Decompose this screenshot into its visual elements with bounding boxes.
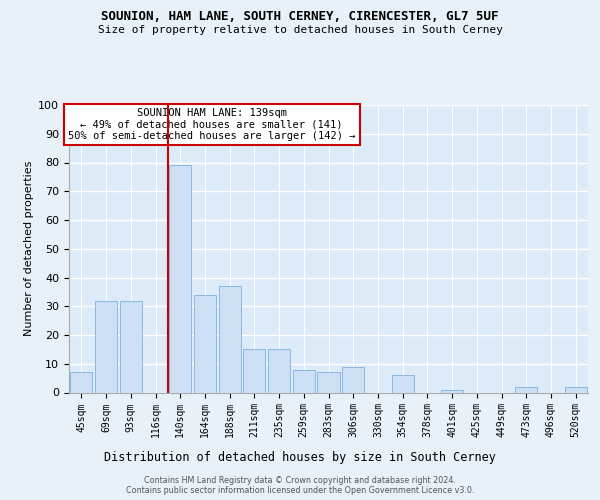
Text: Contains public sector information licensed under the Open Government Licence v3: Contains public sector information licen… bbox=[126, 486, 474, 495]
Bar bbox=[317, 372, 340, 392]
Bar bbox=[515, 387, 538, 392]
Bar bbox=[441, 390, 463, 392]
Bar bbox=[565, 387, 587, 392]
Text: SOUNION, HAM LANE, SOUTH CERNEY, CIRENCESTER, GL7 5UF: SOUNION, HAM LANE, SOUTH CERNEY, CIRENCE… bbox=[101, 10, 499, 23]
Text: Size of property relative to detached houses in South Cerney: Size of property relative to detached ho… bbox=[97, 25, 503, 35]
Bar bbox=[194, 294, 216, 392]
Bar bbox=[293, 370, 315, 392]
Y-axis label: Number of detached properties: Number of detached properties bbox=[24, 161, 34, 336]
Bar bbox=[95, 300, 117, 392]
Bar bbox=[70, 372, 92, 392]
Bar bbox=[169, 166, 191, 392]
Bar bbox=[119, 300, 142, 392]
Text: Distribution of detached houses by size in South Cerney: Distribution of detached houses by size … bbox=[104, 451, 496, 464]
Bar bbox=[342, 366, 364, 392]
Text: SOUNION HAM LANE: 139sqm
← 49% of detached houses are smaller (141)
50% of semi-: SOUNION HAM LANE: 139sqm ← 49% of detach… bbox=[68, 108, 355, 141]
Bar bbox=[268, 350, 290, 393]
Bar bbox=[243, 350, 265, 393]
Bar bbox=[392, 375, 414, 392]
Text: Contains HM Land Registry data © Crown copyright and database right 2024.: Contains HM Land Registry data © Crown c… bbox=[144, 476, 456, 485]
Bar bbox=[218, 286, 241, 393]
